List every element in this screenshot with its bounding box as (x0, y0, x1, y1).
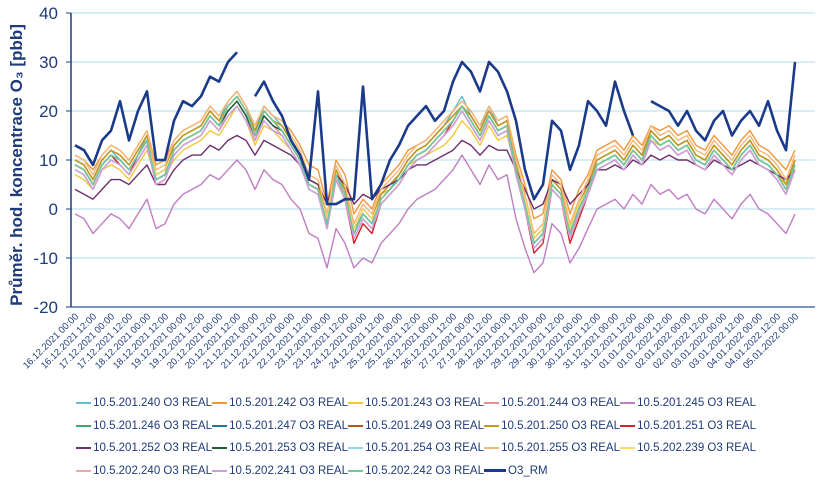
legend-item: 10.5.201.243 O3 REAL (348, 397, 484, 409)
legend-item: 10.5.202.240 O3 REAL (76, 465, 212, 477)
series-line-10-5-202-240-o3-real (75, 106, 795, 248)
legend-swatch (484, 447, 499, 449)
legend-label: O3_RM (508, 465, 548, 477)
legend-swatch (76, 425, 91, 427)
y-tick-labels: -20 -10 0 10 20 30 40 (33, 4, 71, 317)
series-line-10-5-201-245-o3-real (75, 155, 795, 273)
legend-label: 10.5.201.242 O3 REAL (229, 397, 348, 409)
y-tick-label: -10 (33, 249, 58, 268)
legend-item: 10.5.201.245 O3 REAL (620, 397, 756, 409)
legend-label: 10.5.201.252 O3 REAL (93, 442, 212, 454)
legend-swatch (76, 447, 91, 449)
series-line-10-5-201-247-o3-real (75, 101, 795, 243)
y-tick-label: 20 (39, 102, 58, 121)
legend: 10.5.201.240 O3 REAL 10.5.201.242 O3 REAL… (76, 392, 829, 482)
legend-swatch (348, 447, 363, 449)
legend-item: O3_RM (484, 465, 620, 477)
legend-label: 10.5.201.247 O3 REAL (229, 420, 348, 432)
legend-label: 10.5.201.249 O3 REAL (365, 420, 484, 432)
y-axis-label: Průměr. hod. koncentrace O₃ [pbb] (7, 24, 26, 306)
series-line-10-5-201-249-o3-real (75, 96, 795, 238)
y-tick-label: 0 (49, 200, 58, 219)
legend-swatch (348, 402, 363, 404)
legend-item: 10.5.202.239 O3 REAL (620, 442, 756, 454)
legend-swatch (76, 470, 91, 472)
legend-swatch (620, 402, 635, 404)
legend-label: 10.5.202.242 O3 REAL (365, 465, 484, 477)
legend-label: 10.5.201.251 O3 REAL (637, 420, 756, 432)
legend-swatch (212, 425, 227, 427)
legend-row: 10.5.202.240 O3 REAL 10.5.202.241 O3 REAL… (76, 460, 829, 482)
legend-swatch (348, 425, 363, 427)
series-line-10-5-201-250-o3-real (75, 96, 795, 238)
legend-label: 10.5.201.253 O3 REAL (229, 442, 348, 454)
legend-row: 10.5.201.252 O3 REAL 10.5.201.253 O3 REAL… (76, 437, 829, 460)
legend-item: 10.5.201.242 O3 REAL (212, 397, 348, 409)
series-line-10-5-201-254-o3-real (75, 106, 795, 243)
y-tick-label: 30 (39, 53, 58, 72)
y-tick-label: -20 (33, 298, 58, 317)
legend-item: 10.5.201.247 O3 REAL (212, 420, 348, 432)
legend-label: 10.5.201.243 O3 REAL (365, 397, 484, 409)
legend-swatch (484, 469, 506, 472)
legend-swatch (76, 402, 91, 404)
legend-item: 10.5.201.254 O3 REAL (348, 442, 484, 454)
legend-swatch (212, 470, 227, 472)
legend-label: 10.5.202.240 O3 REAL (93, 465, 212, 477)
legend-label: 10.5.201.250 O3 REAL (501, 420, 620, 432)
series-layer (75, 52, 795, 273)
legend-label: 10.5.201.254 O3 REAL (365, 442, 484, 454)
legend-label: 10.5.201.246 O3 REAL (93, 420, 212, 432)
legend-item: 10.5.201.253 O3 REAL (212, 442, 348, 454)
legend-label: 10.5.201.240 O3 REAL (93, 397, 212, 409)
legend-item: 10.5.201.240 O3 REAL (76, 397, 212, 409)
legend-label: 10.5.201.245 O3 REAL (637, 397, 756, 409)
legend-item: 10.5.201.255 O3 REAL (484, 442, 620, 454)
legend-label: 10.5.202.239 O3 REAL (637, 442, 756, 454)
legend-swatch (484, 425, 499, 427)
series-line-10-5-201-244-o3-real (75, 101, 795, 248)
series-line-10-5-202-239-o3-real (75, 96, 795, 238)
legend-label: 10.5.201.244 O3 REAL (501, 397, 620, 409)
legend-row: 10.5.201.240 O3 REAL 10.5.201.242 O3 REAL… (76, 392, 829, 415)
legend-swatch (620, 425, 635, 427)
series-line-10-5-202-241-o3-real (75, 106, 795, 248)
legend-swatch (484, 402, 499, 404)
line-chart: -20 -10 0 10 20 30 40 16.12.2021 00:0016.12.20… (0, 0, 829, 390)
legend-item: 10.5.202.241 O3 REAL (212, 465, 348, 477)
series-line-10-5-201-253-o3-real (75, 101, 795, 243)
legend-row: 10.5.201.246 O3 REAL 10.5.201.247 O3 REAL… (76, 415, 829, 438)
series-line-o3-rm (75, 52, 795, 204)
series-line-10-5-201-243-o3-real (75, 106, 795, 233)
legend-item: 10.5.202.242 O3 REAL (348, 465, 484, 477)
legend-swatch (620, 447, 635, 449)
legend-item: 10.5.201.252 O3 REAL (76, 442, 212, 454)
y-tick-label: 10 (39, 151, 58, 170)
legend-item: 10.5.201.251 O3 REAL (620, 420, 756, 432)
legend-label: 10.5.201.255 O3 REAL (501, 442, 620, 454)
legend-item: 10.5.201.246 O3 REAL (76, 420, 212, 432)
legend-item: 10.5.201.250 O3 REAL (484, 420, 620, 432)
legend-swatch (348, 470, 363, 472)
legend-swatch (212, 402, 227, 404)
legend-label: 10.5.202.241 O3 REAL (229, 465, 348, 477)
y-tick-label: 40 (39, 4, 58, 23)
legend-item: 10.5.201.244 O3 REAL (484, 397, 620, 409)
legend-item: 10.5.201.249 O3 REAL (348, 420, 484, 432)
legend-swatch (212, 447, 227, 449)
